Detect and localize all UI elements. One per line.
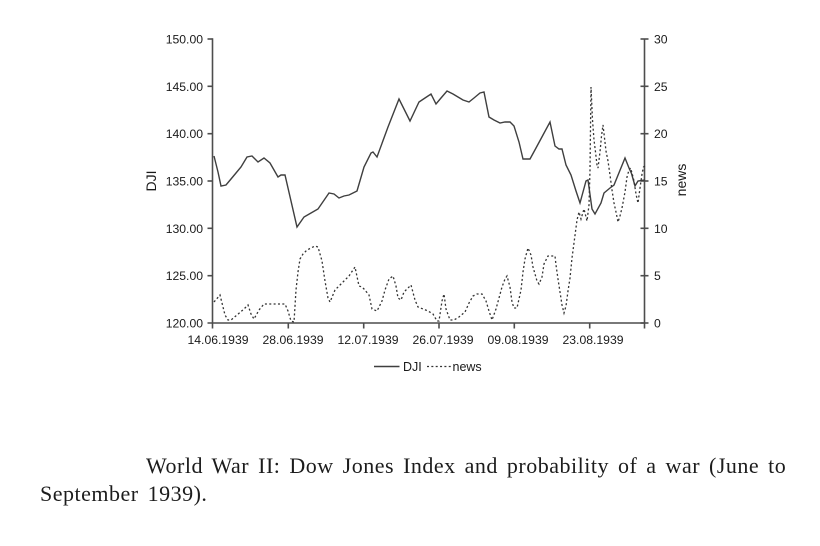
svg-text:125.00: 125.00 — [166, 269, 203, 283]
svg-text:120.00: 120.00 — [166, 317, 203, 331]
svg-text:28.06.1939: 28.06.1939 — [263, 333, 324, 347]
svg-text:10: 10 — [654, 222, 668, 236]
svg-text:DJI: DJI — [403, 360, 422, 374]
svg-text:12.07.1939: 12.07.1939 — [338, 333, 399, 347]
svg-text:20: 20 — [654, 127, 668, 141]
svg-text:145.00: 145.00 — [166, 80, 203, 94]
svg-text:news: news — [673, 164, 689, 197]
svg-text:14.06.1939: 14.06.1939 — [188, 333, 249, 347]
svg-text:15: 15 — [654, 175, 668, 189]
svg-text:23.08.1939: 23.08.1939 — [563, 333, 624, 347]
svg-text:140.00: 140.00 — [166, 127, 203, 141]
svg-text:26.07.1939: 26.07.1939 — [413, 333, 474, 347]
svg-text:30: 30 — [654, 33, 668, 47]
svg-text:DJI: DJI — [143, 171, 159, 192]
svg-text:25: 25 — [654, 80, 668, 94]
svg-text:5: 5 — [654, 269, 661, 283]
svg-text:news: news — [453, 360, 482, 374]
svg-text:09.08.1939: 09.08.1939 — [488, 333, 549, 347]
svg-text:0: 0 — [654, 317, 661, 331]
svg-text:135.00: 135.00 — [166, 175, 203, 189]
svg-text:150.00: 150.00 — [166, 33, 203, 47]
svg-text:130.00: 130.00 — [166, 222, 203, 236]
